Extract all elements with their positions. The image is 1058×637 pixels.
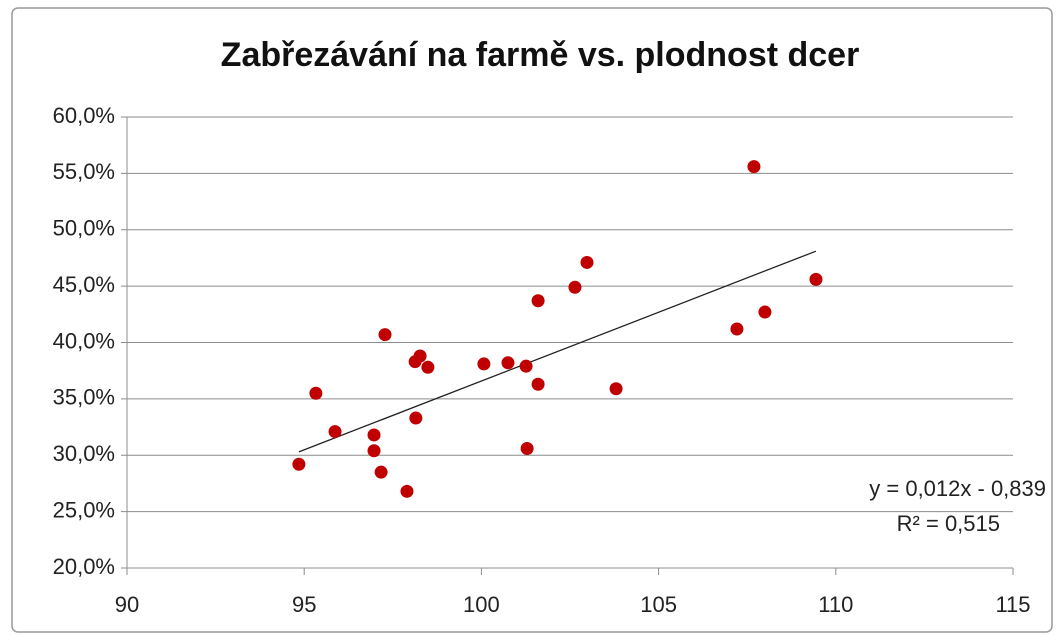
y-tick-label: 35,0% bbox=[53, 385, 115, 410]
data-point bbox=[374, 465, 388, 479]
data-point bbox=[367, 444, 381, 458]
x-tick-label: 115 bbox=[995, 592, 1030, 617]
data-point bbox=[328, 425, 342, 439]
y-tick-label: 60,0% bbox=[53, 103, 115, 128]
data-point bbox=[580, 255, 594, 269]
data-point bbox=[421, 360, 435, 374]
data-point bbox=[747, 160, 761, 174]
data-point bbox=[531, 377, 545, 391]
x-tick-label: 95 bbox=[292, 592, 316, 617]
data-point bbox=[568, 280, 582, 294]
x-tick-label: 110 bbox=[818, 592, 853, 617]
trendline bbox=[298, 250, 817, 453]
x-tick-label: 100 bbox=[463, 592, 500, 617]
data-point bbox=[477, 357, 491, 371]
data-point bbox=[400, 484, 414, 498]
y-tick-label: 40,0% bbox=[53, 328, 115, 353]
data-point bbox=[609, 382, 623, 396]
chart-title: Zabřezávání na farmě vs. plodnost dcer bbox=[221, 36, 860, 74]
data-point bbox=[409, 411, 423, 425]
x-tick-label: 105 bbox=[640, 592, 677, 617]
data-point bbox=[367, 428, 381, 442]
data-point bbox=[809, 272, 823, 286]
chart-frame bbox=[11, 7, 1053, 633]
y-tick-label: 20,0% bbox=[53, 554, 115, 579]
x-tick-label: 90 bbox=[115, 592, 139, 617]
y-tick-label: 50,0% bbox=[53, 216, 115, 241]
data-point bbox=[730, 322, 744, 336]
data-point bbox=[520, 441, 534, 455]
y-tick-label: 45,0% bbox=[53, 272, 115, 297]
data-point bbox=[309, 386, 323, 400]
y-tick-label: 30,0% bbox=[53, 441, 115, 466]
data-point bbox=[758, 305, 772, 319]
data-point bbox=[292, 457, 306, 471]
data-point bbox=[413, 349, 427, 363]
y-tick-label: 55,0% bbox=[53, 159, 115, 184]
y-tick-label: 25,0% bbox=[53, 497, 115, 522]
r-squared: R² = 0,515 bbox=[897, 511, 1000, 536]
data-point bbox=[531, 294, 545, 308]
data-point bbox=[519, 359, 533, 373]
data-point bbox=[378, 328, 392, 342]
data-point bbox=[501, 356, 515, 370]
trendline-equation: y = 0,012x - 0,839 bbox=[869, 476, 1046, 501]
